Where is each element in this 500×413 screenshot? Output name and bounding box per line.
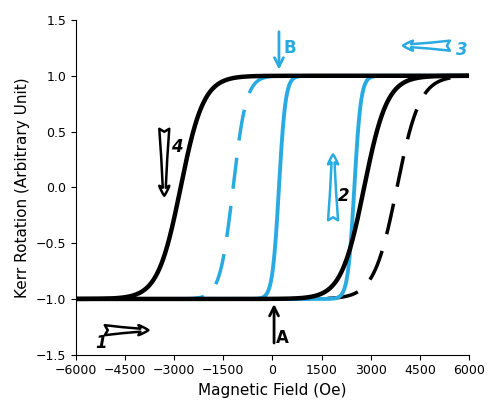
X-axis label: Magnetic Field (Oe): Magnetic Field (Oe): [198, 383, 346, 398]
Text: 4: 4: [171, 138, 182, 156]
Text: A: A: [276, 329, 289, 347]
Text: 1: 1: [96, 334, 107, 352]
Text: 2: 2: [338, 187, 349, 205]
Y-axis label: Kerr Rotation (Arbitrary Unit): Kerr Rotation (Arbitrary Unit): [15, 77, 30, 298]
Text: 3: 3: [456, 40, 468, 59]
Text: B: B: [283, 39, 296, 57]
